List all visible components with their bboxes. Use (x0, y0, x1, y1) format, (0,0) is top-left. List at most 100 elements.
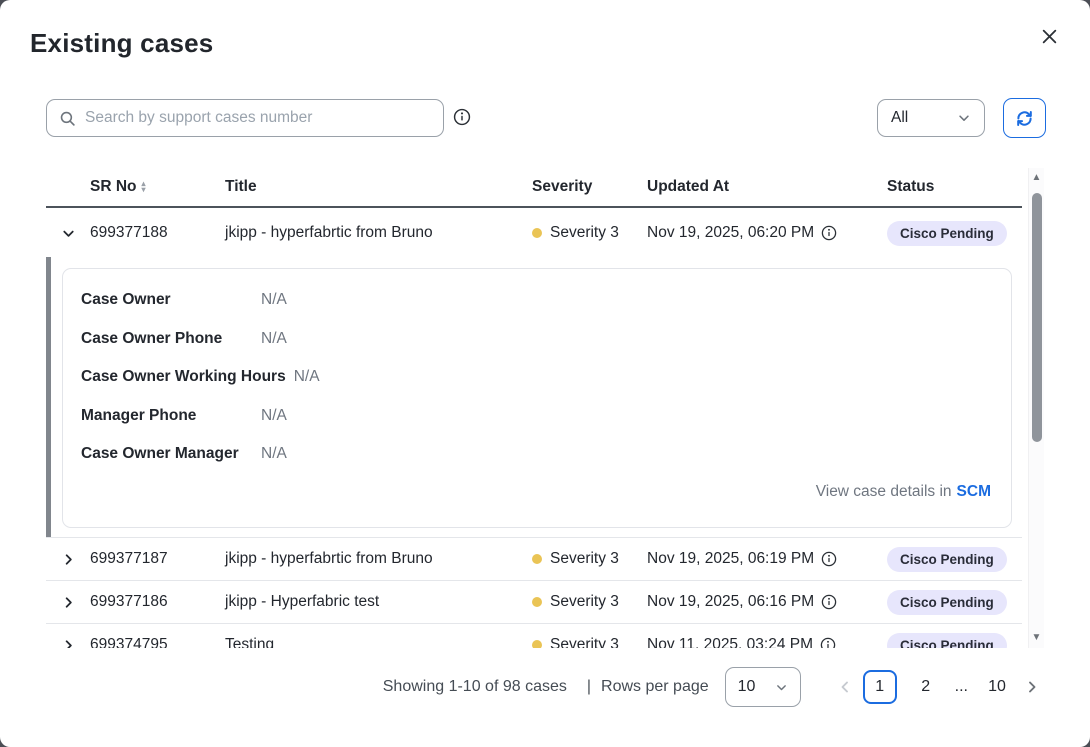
header-severity: Severity (532, 178, 593, 195)
header-title: Title (225, 178, 257, 195)
page-button-10[interactable]: 10 (980, 670, 1014, 704)
expanded-case-details: Case Owner N/A Case Owner Phone N/A Case… (46, 257, 1022, 538)
info-icon[interactable] (821, 551, 837, 567)
table-row[interactable]: 699377188 jkipp - hyperfabrtic from Brun… (46, 208, 1022, 258)
chevron-right-icon (65, 553, 72, 565)
detail-label: Case Owner (81, 291, 171, 308)
detail-field: Case Owner Working Hours N/A (81, 368, 991, 407)
chevron-down-icon (959, 115, 969, 121)
detail-field: Case Owner N/A (81, 291, 991, 330)
detail-value: N/A (261, 329, 287, 347)
detail-value: N/A (293, 368, 320, 385)
rows-per-page-select[interactable]: 10 (724, 667, 801, 707)
detail-value: N/A (261, 406, 287, 424)
page-title: Existing cases (30, 28, 214, 58)
chevron-right-icon (65, 639, 72, 648)
severity-dot (532, 554, 542, 564)
detail-field: Case Owner Manager N/A (81, 445, 991, 484)
status-badge: Cisco Pending (887, 546, 1007, 572)
cell-severity: Severity 3 (550, 593, 619, 610)
severity-dot (532, 597, 542, 607)
cell-severity: Severity 3 (550, 636, 619, 648)
search-box[interactable] (46, 99, 444, 137)
pagination-summary: Showing 1-10 of 98 cases (382, 678, 567, 695)
search-input[interactable] (85, 109, 431, 127)
search-icon (60, 111, 75, 126)
detail-label: Manager Phone (81, 406, 197, 424)
severity-dot (532, 228, 542, 238)
rows-per-page-label: Rows per page (601, 678, 709, 695)
expand-row-button[interactable] (54, 631, 82, 648)
detail-label: Case Owner Phone (81, 329, 223, 347)
detail-field: Manager Phone N/A (81, 407, 991, 446)
cell-severity: Severity 3 (550, 224, 619, 241)
info-icon[interactable] (821, 594, 837, 610)
next-page-button[interactable] (1020, 675, 1044, 699)
table-scroll-viewport[interactable]: 699377188 jkipp - hyperfabrtic from Brun… (46, 208, 1022, 648)
rows-per-page-value: 10 (737, 678, 756, 695)
table-row[interactable]: 699377187 jkipp - hyperfabrtic from Brun… (46, 538, 1022, 581)
cell-sr-no: 699374795 (90, 636, 168, 648)
collapse-row-button[interactable] (54, 219, 82, 247)
cell-updated-at: Nov 19, 2025, 06:19 PM (647, 550, 815, 567)
scroll-down-arrow[interactable]: ▼ (1031, 632, 1042, 643)
chevron-down-icon (62, 230, 74, 237)
table-row[interactable]: 699377186 jkipp - Hyperfabric test Sever… (46, 581, 1022, 624)
cases-table: SR No ▴ ▾ Title Severity Updated At Statu… (46, 168, 1022, 648)
cell-updated-at: Nov 19, 2025, 06:16 PM (647, 593, 815, 610)
detail-value: N/A (261, 291, 287, 308)
expanded-accent-bar (46, 257, 51, 537)
vertical-scrollbar[interactable]: ▲ ▼ (1028, 168, 1044, 648)
scroll-up-arrow[interactable]: ▲ (1031, 172, 1042, 183)
severity-dot (532, 640, 542, 648)
header-updated-at: Updated At (647, 178, 730, 195)
chevron-right-icon (65, 596, 72, 608)
header-status: Status (887, 178, 935, 195)
cell-updated-at: Nov 11, 2025, 03:24 PM (647, 636, 814, 648)
search-info-icon[interactable] (453, 108, 471, 126)
chevron-left-icon (841, 681, 848, 693)
expand-row-button[interactable] (54, 588, 82, 616)
pagination-divider: | (586, 678, 592, 695)
case-details-card: Case Owner N/A Case Owner Phone N/A Case… (62, 268, 1012, 528)
previous-page-button[interactable] (833, 675, 857, 699)
page-button-2[interactable]: 2 (909, 670, 943, 704)
status-badge: Cisco Pending (887, 220, 1007, 246)
scm-link[interactable]: SCM (956, 483, 991, 500)
detail-value: N/A (261, 445, 287, 462)
info-icon[interactable] (821, 225, 837, 241)
cell-sr-no: 699377187 (90, 550, 168, 567)
status-badge: Cisco Pending (887, 632, 1007, 648)
refresh-icon (1017, 110, 1032, 126)
cell-severity: Severity 3 (550, 550, 619, 567)
status-filter-select[interactable]: All (877, 99, 985, 137)
expand-row-button[interactable] (54, 545, 82, 573)
cell-title: jkipp - hyperfabrtic from Bruno (225, 224, 433, 241)
close-icon (1042, 29, 1056, 43)
close-button[interactable] (1038, 25, 1060, 47)
chevron-right-icon (1029, 681, 1036, 693)
refresh-button[interactable] (1003, 98, 1046, 138)
status-badge: Cisco Pending (887, 589, 1007, 615)
cell-title: jkipp - Hyperfabric test (225, 593, 380, 610)
scm-link-prefix: View case details in (815, 483, 952, 500)
scrollbar-thumb[interactable] (1031, 193, 1042, 442)
detail-field: Case Owner Phone N/A (81, 330, 991, 369)
table-row[interactable]: 699374795 Testing Severity 3 Nov 11, 202… (46, 624, 1022, 648)
cell-sr-no: 699377186 (90, 593, 168, 610)
filter-selected-value: All (891, 109, 909, 126)
sort-icon[interactable]: ▴ ▾ (141, 179, 146, 194)
detail-label: Case Owner Working Hours (81, 368, 286, 385)
cell-sr-no: 699377188 (90, 224, 168, 241)
table-header-row: SR No ▴ ▾ Title Severity Updated At Statu… (46, 168, 1022, 208)
cell-title: jkipp - hyperfabrtic from Bruno (225, 550, 433, 567)
cell-updated-at: Nov 19, 2025, 06:20 PM (647, 224, 815, 241)
chevron-down-icon (776, 684, 786, 690)
info-icon[interactable] (820, 637, 836, 648)
pagination-bar: Showing 1-10 of 98 cases | Rows per page… (46, 660, 1044, 714)
cell-title: Testing (225, 636, 275, 648)
header-sr-no[interactable]: SR No ▴ ▾ (90, 178, 146, 195)
detail-label: Case Owner Manager (81, 445, 239, 462)
page-button-1[interactable]: 1 (862, 670, 897, 704)
